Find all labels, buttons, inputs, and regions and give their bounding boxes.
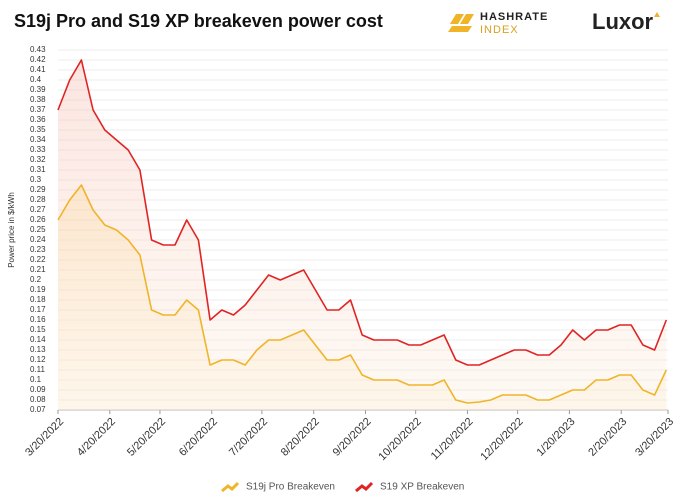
x-tick-label: 9/20/2022 [331,416,374,459]
y-tick-label: 0.21 [30,265,46,274]
y-tick-label: 0.28 [30,195,46,204]
x-tick-label: 5/20/2022 [125,416,168,459]
y-tick-label: 0.09 [30,385,46,394]
y-tick-label: 0.24 [30,235,46,244]
y-tick-label: 0.1 [30,375,42,384]
y-tick-label: 0.43 [30,45,46,54]
line [57,184,668,404]
x-tick-label: 1/20/2023 [534,416,577,459]
brand-luxor: Luxor [592,9,654,34]
legend-label: S19j Pro Breakeven [246,482,335,493]
y-tick-label: 0.36 [30,115,46,124]
x-tick-label: 11/20/2022 [429,416,476,463]
legend-swatch [221,481,240,493]
x-tick-label: 4/20/2022 [75,416,118,459]
brand-index: INDEX [480,24,519,36]
y-tick-label: 0.12 [30,355,46,364]
y-tick-label: 0.14 [30,335,46,344]
y-tick-label: 0.25 [30,225,46,234]
y-tick-label: 0.22 [30,255,46,264]
y-tick-label: 0.29 [30,185,46,194]
y-tick-label: 0.19 [30,285,46,294]
y-tick-label: 0.07 [30,405,46,414]
y-tick-label: 0.39 [30,85,46,94]
x-tick-label: 3/20/2023 [633,416,676,459]
x-tick-label: 7/20/2022 [227,416,270,459]
y-tick-label: 0.33 [30,145,46,154]
y-tick-label: 0.2 [30,275,42,284]
y-tick-label: 0.27 [30,205,46,214]
area [58,185,667,410]
luxor-logo [654,12,660,17]
chart-title: S19j Pro and S19 XP breakeven power cost [14,11,383,31]
y-tick-label: 0.13 [30,345,46,354]
y-tick-label: 0.26 [30,215,46,224]
legend-label: S19 XP Breakeven [380,482,464,493]
y-tick-label: 0.41 [30,65,46,74]
y-tick-label: 0.35 [30,125,46,134]
y-tick-label: 0.18 [30,295,46,304]
x-tick-label: 8/20/2022 [279,416,322,459]
y-tick-label: 0.42 [30,55,46,64]
y-tick-label: 0.11 [30,365,46,374]
y-axis-label: Power price in $/kWh [7,192,16,268]
y-tick-label: 0.17 [30,305,46,314]
line [57,59,668,366]
y-tick-label: 0.16 [30,315,46,324]
x-tick-label: 12/20/2022 [478,416,525,463]
legend-swatch [355,481,374,493]
x-tick-label: 2/20/2023 [586,416,629,459]
y-tick-label: 0.34 [30,135,46,144]
y-tick-label: 0.23 [30,245,46,254]
y-tick-label: 0.15 [30,325,46,334]
y-tick-label: 0.38 [30,95,46,104]
hashrate-logo [448,14,474,32]
y-tick-label: 0.4 [30,75,42,84]
x-tick-label: 3/20/2022 [23,416,66,459]
brand-hashrate: HASHRATE [480,11,548,23]
y-tick-label: 0.37 [30,105,46,114]
y-tick-label: 0.08 [30,395,46,404]
x-tick-label: 6/20/2022 [177,416,220,459]
area [58,60,667,410]
y-tick-label: 0.32 [30,155,46,164]
y-tick-label: 0.3 [30,175,42,184]
y-tick-label: 0.31 [30,165,46,174]
x-tick-label: 10/20/2022 [376,416,423,463]
